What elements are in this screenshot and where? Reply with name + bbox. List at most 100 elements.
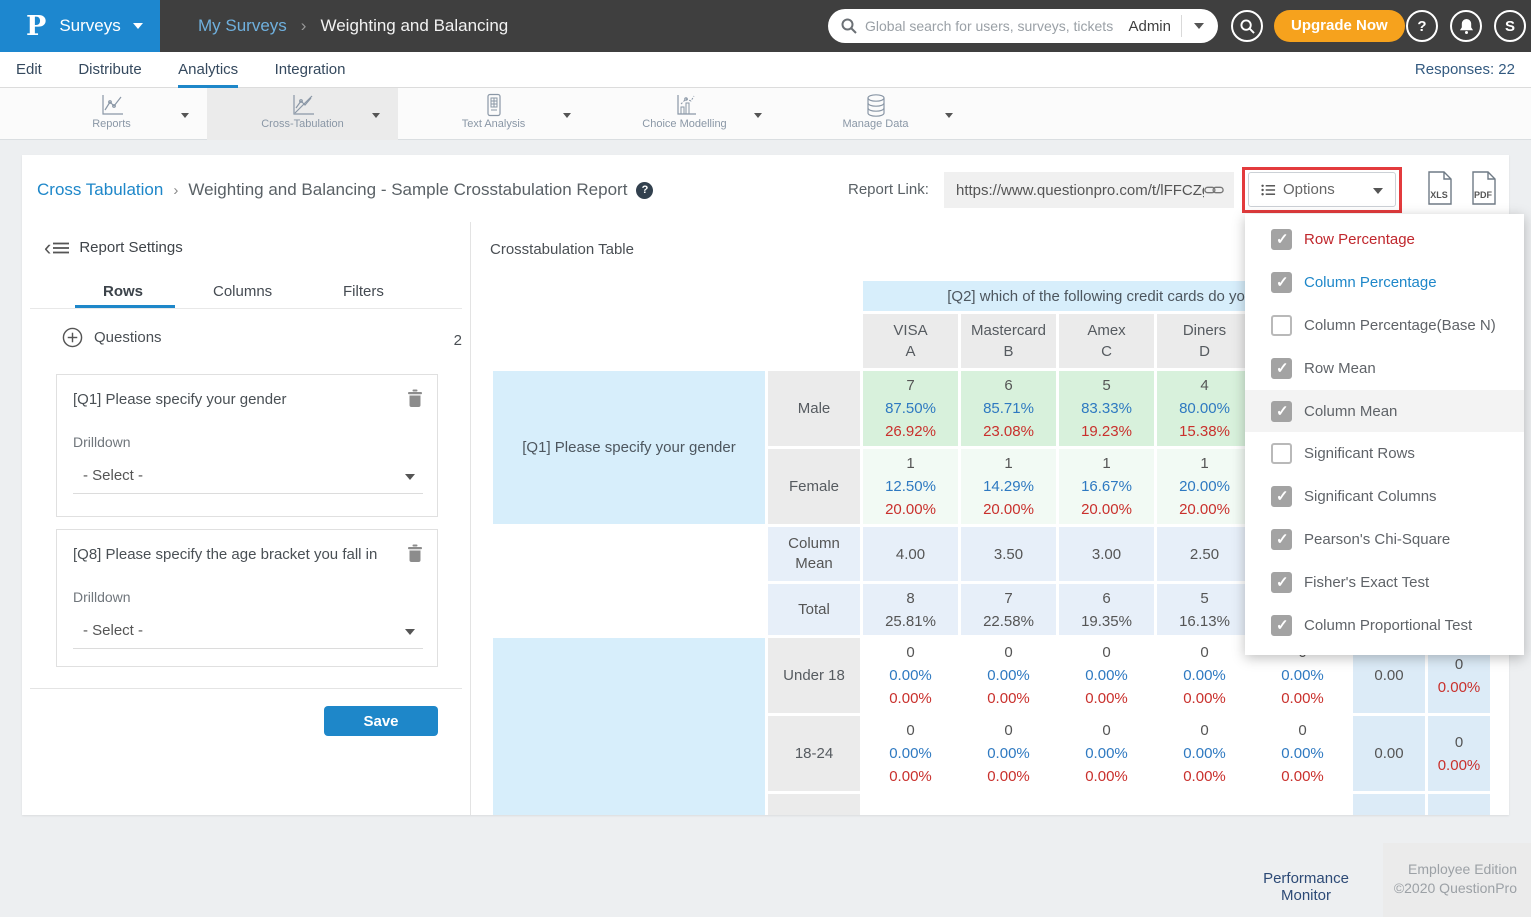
table-cell: 00.00%0.00% bbox=[1059, 716, 1154, 791]
tab-edit[interactable]: Edit bbox=[16, 55, 42, 85]
column-header-amex: AmexC bbox=[1059, 314, 1154, 368]
report-link-label: Report Link: bbox=[848, 181, 929, 198]
table-cell: 787.50%26.92% bbox=[863, 371, 958, 446]
performance-monitor-link[interactable]: Performance Monitor bbox=[1240, 870, 1372, 904]
export-xls-button[interactable]: XLS bbox=[1426, 171, 1456, 207]
menu-item-column-percentage[interactable]: Column Percentage bbox=[1245, 261, 1524, 304]
report-url[interactable]: https://www.questionpro.com/t/lFFCZg bbox=[956, 182, 1204, 199]
survey-nav: Edit Distribute Analytics Integration Re… bbox=[0, 52, 1531, 88]
delete-question-button[interactable] bbox=[407, 544, 423, 562]
chevron-down-icon[interactable] bbox=[754, 113, 762, 118]
database-icon bbox=[780, 93, 971, 117]
chevron-down-icon[interactable] bbox=[563, 113, 571, 118]
top-bar: P Surveys My Surveys › Weighting and Bal… bbox=[0, 0, 1531, 52]
save-button[interactable]: Save bbox=[324, 706, 438, 736]
chevron-down-icon[interactable] bbox=[372, 113, 380, 118]
checkbox[interactable] bbox=[1271, 529, 1292, 550]
drilldown-select[interactable]: - Select - bbox=[73, 617, 423, 649]
tab-integration[interactable]: Integration bbox=[275, 55, 346, 85]
checkbox[interactable] bbox=[1271, 401, 1292, 422]
menu-item-column-mean[interactable]: Column Mean bbox=[1245, 390, 1524, 433]
checkbox[interactable] bbox=[1271, 358, 1292, 379]
upgrade-now-button[interactable]: Upgrade Now bbox=[1274, 10, 1405, 42]
toolbar-cross-tabulation[interactable]: Cross-Tabulation bbox=[207, 88, 398, 140]
row-label-column-mean: Column Mean bbox=[768, 527, 860, 581]
export-pdf-button[interactable]: PDF bbox=[1470, 171, 1500, 207]
toolbar-reports[interactable]: Reports bbox=[16, 88, 207, 140]
menu-item-row-mean[interactable]: Row Mean bbox=[1245, 347, 1524, 390]
search-scope-chevron-icon[interactable] bbox=[1194, 23, 1204, 29]
link-icon[interactable] bbox=[1204, 183, 1224, 197]
report-link-field[interactable]: https://www.questionpro.com/t/lFFCZg bbox=[944, 172, 1234, 208]
checkbox[interactable] bbox=[1271, 572, 1292, 593]
row-label-18-24: 18-24 bbox=[768, 716, 860, 791]
drilldown-label: Drilldown bbox=[73, 589, 423, 605]
chevron-down-icon bbox=[405, 474, 415, 480]
table-cell: 722.58% bbox=[961, 584, 1056, 635]
checkbox[interactable] bbox=[1271, 443, 1292, 464]
chevron-down-icon[interactable] bbox=[181, 113, 189, 118]
checkbox[interactable] bbox=[1271, 229, 1292, 250]
q1-row-label: [Q1] Please specify your gender bbox=[493, 371, 765, 524]
table-cell: 3.50 bbox=[961, 527, 1056, 581]
menu-item-significant-rows[interactable]: Significant Rows bbox=[1245, 432, 1524, 475]
delete-question-button[interactable] bbox=[407, 389, 423, 407]
toolbar-manage-data[interactable]: Manage Data bbox=[780, 88, 971, 140]
table-cell: 685.71%23.08% bbox=[961, 371, 1056, 446]
menu-item-pearsons-chi-square[interactable]: Pearson's Chi-Square bbox=[1245, 518, 1524, 561]
tab-distribute[interactable]: Distribute bbox=[78, 55, 141, 85]
tab-rows[interactable]: Rows bbox=[103, 283, 143, 300]
checkbox[interactable] bbox=[1271, 615, 1292, 636]
chevron-down-icon[interactable] bbox=[945, 113, 953, 118]
table-cell: 116.67%20.00% bbox=[1059, 449, 1154, 524]
column-header-diners: DinersD bbox=[1157, 314, 1252, 368]
checkbox[interactable] bbox=[1271, 315, 1292, 336]
help-icon[interactable]: ? bbox=[636, 182, 653, 199]
menu-item-fishers-exact-test[interactable]: Fisher's Exact Test bbox=[1245, 561, 1524, 604]
responses-count: Responses: 22 bbox=[1415, 52, 1515, 88]
product-switcher[interactable]: P Surveys bbox=[0, 0, 160, 52]
tab-columns[interactable]: Columns bbox=[213, 283, 272, 300]
global-search-bar[interactable]: Admin bbox=[828, 9, 1218, 43]
questions-count-badge: 2 bbox=[454, 332, 462, 349]
table-cell: 00.00%0.00% bbox=[1157, 716, 1252, 791]
toolbar-text-analysis[interactable]: Text Analysis bbox=[398, 88, 589, 140]
add-question-icon[interactable] bbox=[62, 327, 83, 348]
text-analysis-icon bbox=[398, 93, 589, 117]
search-submit-button[interactable] bbox=[1231, 10, 1263, 42]
hamburger-icon[interactable] bbox=[53, 242, 69, 254]
options-button[interactable]: Options bbox=[1248, 172, 1396, 207]
table-cell: 00.00%0.00% bbox=[1255, 716, 1350, 791]
table-cell: 3.00 bbox=[1059, 527, 1154, 581]
table-cell: 619.35% bbox=[1059, 584, 1154, 635]
list-icon bbox=[1261, 183, 1276, 197]
report-breadcrumb: Cross Tabulation › Weighting and Balanci… bbox=[37, 180, 653, 200]
report-settings-title: Report Settings bbox=[79, 239, 182, 256]
menu-item-significant-columns[interactable]: Significant Columns bbox=[1245, 475, 1524, 518]
drilldown-select[interactable]: - Select - bbox=[73, 462, 423, 494]
breadcrumb-my-surveys[interactable]: My Surveys bbox=[198, 16, 287, 36]
menu-item-row-percentage[interactable]: Row Percentage bbox=[1245, 218, 1524, 261]
menu-item-column-percentage-base-n[interactable]: Column Percentage(Base N) bbox=[1245, 304, 1524, 347]
search-icon bbox=[1240, 19, 1255, 34]
row-label-male: Male bbox=[768, 371, 860, 446]
toolbar-choice-modelling[interactable]: Choice Modelling bbox=[589, 88, 780, 140]
menu-item-column-proportional-test[interactable]: Column Proportional Test bbox=[1245, 604, 1524, 647]
tab-filters[interactable]: Filters bbox=[343, 283, 384, 300]
cross-tabulation-link[interactable]: Cross Tabulation bbox=[37, 180, 163, 200]
question-text: [Q1] Please specify your gender bbox=[73, 391, 393, 408]
options-dropdown-menu: Row Percentage Column Percentage Column … bbox=[1245, 214, 1524, 655]
checkbox[interactable] bbox=[1271, 486, 1292, 507]
tab-analytics[interactable]: Analytics bbox=[178, 55, 238, 88]
help-button[interactable]: ? bbox=[1406, 10, 1438, 42]
collapse-panel-icon[interactable]: ‹ bbox=[44, 240, 51, 256]
row-mean-cell: 0.00 bbox=[1353, 716, 1425, 791]
divider bbox=[1181, 15, 1182, 37]
notifications-button[interactable] bbox=[1450, 10, 1482, 42]
table-cell: 00.00%0.00% bbox=[961, 638, 1056, 713]
checkbox[interactable] bbox=[1271, 272, 1292, 293]
search-scope-label[interactable]: Admin bbox=[1128, 18, 1171, 35]
global-search-input[interactable] bbox=[865, 18, 1128, 34]
trash-icon bbox=[407, 389, 423, 407]
user-avatar[interactable]: S bbox=[1494, 10, 1526, 42]
